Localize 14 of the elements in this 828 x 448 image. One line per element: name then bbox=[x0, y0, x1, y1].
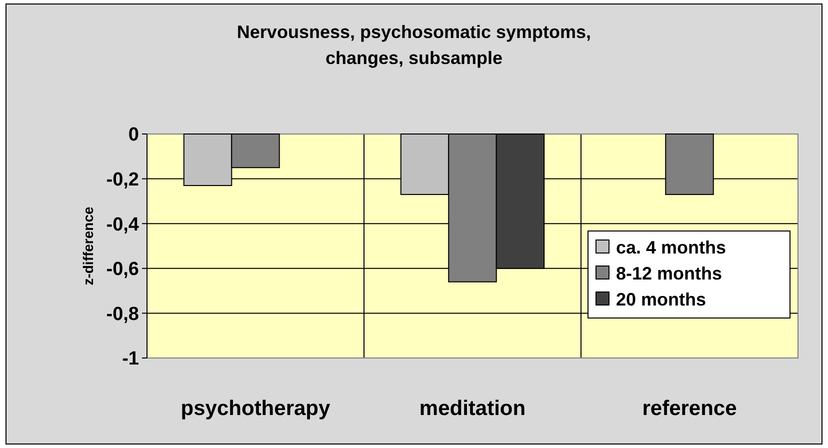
legend-label: 20 months bbox=[616, 289, 706, 310]
y-tick-label: -0,6 bbox=[106, 259, 139, 280]
legend-label: ca. 4 months bbox=[616, 237, 726, 258]
y-tick-label: -0,2 bbox=[106, 169, 139, 190]
y-tick-label: -0,8 bbox=[106, 304, 139, 325]
y-tick-label: -1 bbox=[122, 348, 140, 370]
legend-label: 8-12 months bbox=[616, 263, 722, 284]
x-tick-label: reference bbox=[642, 397, 737, 420]
y-tick-label: 0 bbox=[128, 124, 139, 146]
y-axis-title: z-difference bbox=[80, 206, 96, 286]
chart-title: Nervousness, psychosomatic symptoms, changes, subsample bbox=[236, 22, 592, 68]
x-tick-label: meditation bbox=[419, 397, 526, 420]
x-tick-label: psychotherapy bbox=[180, 397, 331, 420]
y-tick-label: -0,4 bbox=[106, 214, 140, 236]
